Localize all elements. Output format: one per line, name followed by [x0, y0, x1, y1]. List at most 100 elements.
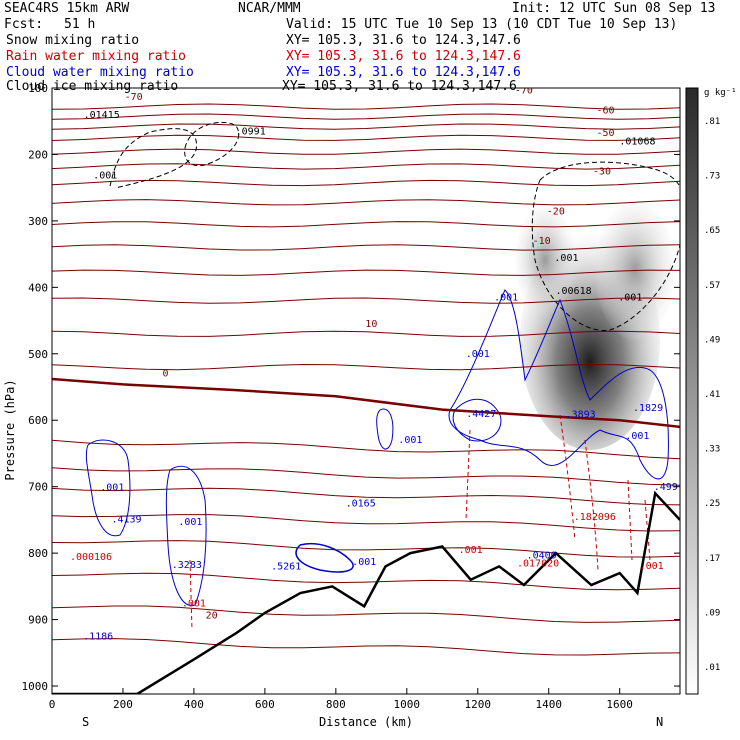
temperature-contour: [52, 199, 680, 206]
contour-label: -50: [596, 128, 614, 139]
contour-label: .4427: [466, 409, 496, 420]
rain-contour-1: [465, 429, 471, 521]
y-axis-label: Pressure (hPa): [3, 379, 17, 480]
temperature-contour: [52, 123, 680, 130]
temperature-contour: [52, 269, 680, 276]
field-cloudice-xy: XY= 105.3, 31.6 to 124.3,147.6: [282, 79, 517, 94]
temperature-contour: [52, 487, 680, 506]
temperature-contour: [52, 221, 680, 228]
colorbar-label: .73: [704, 172, 720, 182]
temperature-contour: [52, 572, 680, 591]
x-tick-label: 1400: [535, 698, 562, 711]
x-tick-label: 1200: [465, 698, 492, 711]
colorbar-label: .01: [704, 663, 720, 673]
colorbar-label: .57: [704, 281, 720, 291]
temperature-contour: [52, 163, 680, 170]
temperature-contour: [52, 244, 680, 251]
colorbar-label: .33: [704, 445, 720, 455]
x-axis-label: Distance (km): [319, 715, 413, 729]
contour-label: .001: [100, 483, 124, 494]
contour-label: .001: [625, 431, 649, 442]
contour-label: .001: [398, 435, 422, 446]
x-tick-label: 400: [184, 698, 204, 711]
field-snow-xy: XY= 105.3, 31.6 to 124.3,147.6: [286, 33, 521, 48]
x-tick-label: 800: [326, 698, 346, 711]
colorbar-label: .09: [704, 608, 720, 618]
contour-label: .017020: [517, 558, 559, 569]
contour-label: -20: [547, 206, 565, 217]
colorbar-label: .65: [704, 226, 720, 236]
temperature-contour: [52, 148, 680, 155]
temperature-contour: [52, 638, 680, 656]
temperature-contour: [52, 363, 680, 371]
contour-label: .00618: [555, 286, 591, 297]
colorbar-label: .49: [704, 335, 720, 345]
contour-label: 10: [365, 319, 377, 330]
y-tick-label: 1000: [22, 680, 49, 693]
contour-label: .001: [459, 545, 483, 556]
contour-label: 20: [206, 610, 218, 621]
y-tick-label: 200: [28, 148, 48, 161]
rain-contour-6: [189, 559, 193, 631]
contour-label: .1186: [83, 632, 113, 643]
contour-label: -10: [533, 236, 551, 247]
terrain-line: [52, 490, 680, 694]
contour-label: .001: [352, 557, 376, 568]
contour-label: .3283: [172, 560, 202, 571]
temperature-contour: [52, 514, 680, 532]
plot-frame: [51, 87, 681, 695]
y-tick-label: 800: [28, 547, 48, 560]
field-cloudice-name: Cloud ice mixing ratio: [6, 79, 179, 94]
snow-contour-east: [531, 161, 680, 331]
contour-label: .001: [640, 561, 664, 572]
y-tick-label: 700: [28, 481, 48, 494]
y-tick-label: 900: [28, 614, 48, 627]
contour-label: 0: [163, 368, 169, 379]
forecast-label: Fcst:: [4, 17, 44, 32]
rain-contour-3: [584, 439, 599, 571]
contour-label: .001: [618, 293, 642, 304]
contour-label: .0400: [527, 550, 557, 561]
colorbar: [685, 87, 699, 695]
temperature-contour: [52, 605, 680, 623]
colorbar-units: g kg⁻¹: [704, 88, 737, 98]
x-tick-label: 0: [49, 698, 56, 711]
temperature-contour: [52, 179, 680, 187]
south-label: S: [82, 715, 89, 729]
freezing-level-line: [52, 377, 680, 429]
contour-label: .001: [182, 598, 206, 609]
y-tick-label: 500: [28, 348, 48, 361]
contour-label: .5261: [271, 562, 301, 573]
temperature-contour: [52, 103, 680, 110]
init-time: Init: 12 UTC Sun 08 Sep 13: [512, 1, 716, 16]
contour-label: .001: [178, 517, 202, 528]
contour-label: .0165: [346, 499, 376, 510]
rain-contour-2: [559, 414, 576, 541]
temperature-contour: [52, 467, 680, 486]
contour-label: -68.62: [637, 80, 673, 91]
field-rain-name: Rain water mixing ratio: [6, 49, 187, 64]
contour-label: .001: [93, 170, 117, 181]
north-label: N: [656, 715, 663, 729]
x-tick-label: 600: [255, 698, 275, 711]
colorbar-label: .25: [704, 499, 720, 509]
contour-label: .0991: [236, 127, 266, 138]
contour-label: .499: [654, 482, 678, 493]
contour-label: .01068: [619, 136, 655, 147]
colorbar-label: .17: [704, 554, 720, 564]
field-snow-name: Snow mixing ratio: [6, 33, 140, 48]
valid-time: Valid: 15 UTC Tue 10 Sep 13 (10 CDT Tue …: [286, 17, 678, 32]
contour-label: .01415: [84, 110, 120, 121]
colorbar-label: .81: [704, 117, 720, 127]
cloudwater-contour-mid: [165, 465, 207, 606]
cloud-ice-shading-north: [595, 200, 675, 340]
contour-label: -70: [125, 92, 143, 103]
contour-label: -30: [593, 166, 611, 177]
contour-label: .1829: [633, 403, 663, 414]
field-cloudwater-xy: XY= 105.3, 31.6 to 124.3,147.6: [286, 65, 521, 80]
colorbar-label: .41: [704, 390, 720, 400]
cloudwater-contour-small: [376, 408, 394, 450]
temperature-contour: [52, 113, 680, 120]
contour-label: .000106: [70, 552, 112, 563]
